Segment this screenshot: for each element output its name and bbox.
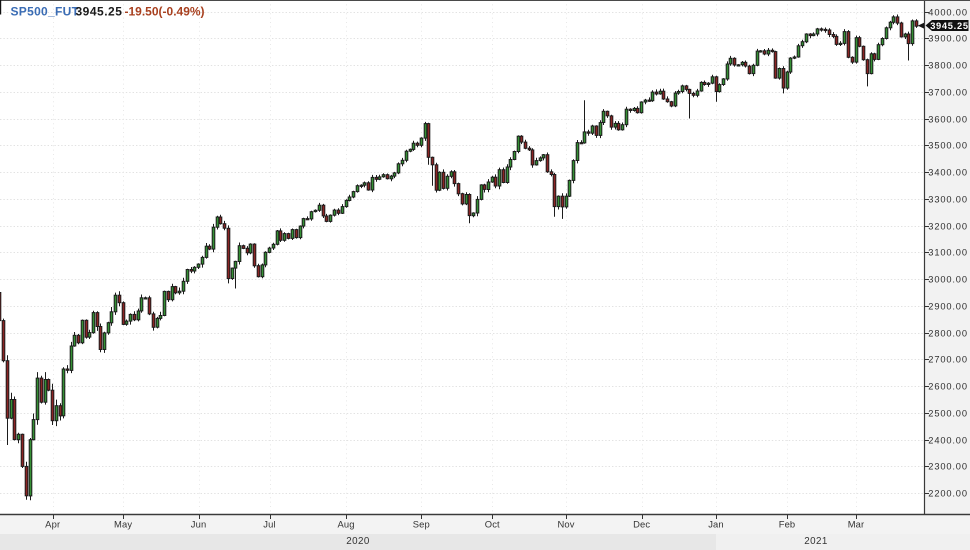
svg-text:2300.00: 2300.00 [928,462,968,472]
svg-text:2021: 2021 [804,536,827,547]
svg-text:3500.00: 3500.00 [928,141,968,151]
svg-text:3400.00: 3400.00 [928,168,968,178]
svg-text:3000.00: 3000.00 [928,275,968,285]
svg-text:Feb: Feb [779,519,796,530]
svg-text:3700.00: 3700.00 [928,88,968,98]
svg-text:3945.25: 3945.25 [76,5,123,19]
svg-text:Mar: Mar [848,519,865,530]
svg-text:2900.00: 2900.00 [928,302,968,312]
svg-text:Aug: Aug [338,519,355,530]
svg-text:SP500_FUT: SP500_FUT [11,5,80,19]
svg-text:3900.00: 3900.00 [928,34,968,44]
svg-text:Apr: Apr [45,519,60,530]
svg-text:Jan: Jan [708,519,724,530]
svg-text:2500.00: 2500.00 [928,409,968,419]
svg-text:3945.25: 3945.25 [930,21,969,31]
svg-text:2400.00: 2400.00 [928,436,968,446]
svg-text:2700.00: 2700.00 [928,355,968,365]
svg-text:3300.00: 3300.00 [928,195,968,205]
svg-text:3200.00: 3200.00 [928,222,968,232]
svg-text:-19.50(-0.49%): -19.50(-0.49%) [125,5,205,19]
svg-text:2020: 2020 [346,536,370,547]
svg-text:4000.00: 4000.00 [928,8,968,18]
svg-text:Jul: Jul [263,519,275,530]
svg-text:3100.00: 3100.00 [928,248,968,258]
svg-text:2200.00: 2200.00 [928,489,968,499]
svg-text:2800.00: 2800.00 [928,329,968,339]
svg-text:3600.00: 3600.00 [928,115,968,125]
svg-text:Nov: Nov [557,519,574,530]
svg-text:Dec: Dec [633,519,650,530]
svg-text:May: May [114,519,132,530]
svg-text:Sep: Sep [413,519,430,530]
svg-text:2600.00: 2600.00 [928,382,968,392]
svg-text:Oct: Oct [485,519,500,530]
svg-text:Jun: Jun [191,519,207,530]
svg-text:3800.00: 3800.00 [928,61,968,71]
